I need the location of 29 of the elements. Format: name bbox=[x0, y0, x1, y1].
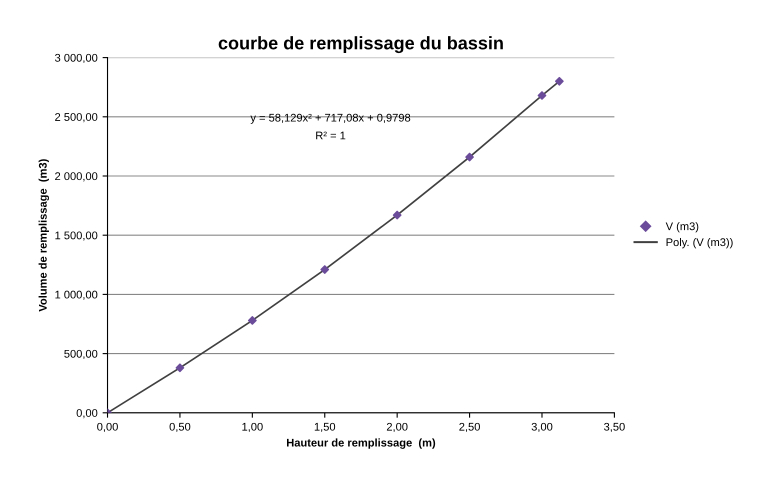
y-tick-label: 2 000,00 bbox=[55, 172, 98, 182]
legend-label: V (m3) bbox=[666, 222, 698, 232]
x-tick-label: 1,00 bbox=[242, 422, 263, 432]
x-tick-label: 0,00 bbox=[97, 422, 118, 432]
y-tick-label: 1 500,00 bbox=[55, 231, 98, 241]
point bbox=[554, 76, 564, 86]
annotation: y = 58,129x² + 717,08x + 0,9798 bbox=[250, 114, 410, 124]
y-tick-label: 0,00 bbox=[76, 409, 98, 418]
point bbox=[248, 316, 257, 325]
legend-label: Poly. (V (m3)) bbox=[666, 238, 733, 248]
y-axis-title: Volume de remplissage (m3) bbox=[38, 159, 49, 312]
point bbox=[392, 210, 402, 220]
y-tick-label: 2 500,00 bbox=[55, 113, 98, 122]
x-tick-label: 2,00 bbox=[386, 422, 408, 432]
annotation: R² = 1 bbox=[316, 132, 346, 140]
x-tick-label: 0,50 bbox=[170, 422, 190, 432]
y-tick-label: 500,00 bbox=[64, 350, 98, 360]
x-axis-title: Hauteur de remplissage (m) bbox=[286, 438, 436, 449]
x-tick-label: 3,50 bbox=[604, 422, 625, 432]
point bbox=[465, 152, 474, 162]
x-tick-label: 3,00 bbox=[532, 422, 552, 432]
y-tick-label: 1 000,00 bbox=[55, 290, 98, 300]
point bbox=[320, 265, 330, 274]
x-tick-label: 2,50 bbox=[459, 422, 480, 432]
y-tick-label: 3 000,00 bbox=[54, 54, 98, 64]
chart-title: courbe de remplissage du bassin bbox=[218, 36, 503, 54]
point bbox=[176, 363, 184, 372]
point bbox=[538, 91, 546, 100]
x-tick-label: 1,50 bbox=[314, 422, 336, 432]
